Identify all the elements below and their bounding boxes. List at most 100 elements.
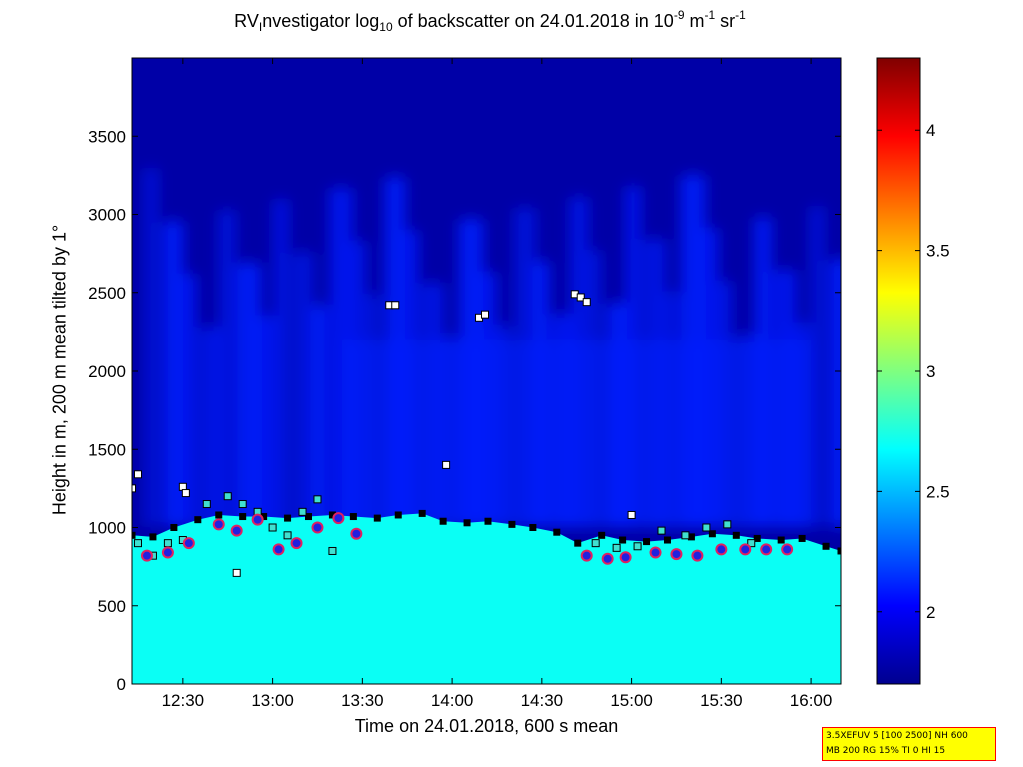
- info-line-1: 3.5XEFUV 5 [100 2500] NH 600: [826, 731, 968, 741]
- y-tick-label: 500: [98, 597, 126, 616]
- cloud-base-marker: [268, 523, 277, 532]
- plume-column: [810, 205, 824, 528]
- cloud-base-marker: [328, 546, 337, 555]
- boundary-layer-marker: [508, 520, 516, 528]
- upper-layer-marker: [181, 489, 190, 498]
- boundary-layer-marker: [643, 538, 651, 546]
- upper-layer-marker: [442, 460, 451, 469]
- colorbar-tick-label: 3.5: [926, 242, 950, 261]
- boundary-layer-marker: [798, 534, 806, 542]
- lower-layer-marker: [290, 537, 303, 550]
- cloud-base-marker: [202, 500, 211, 509]
- upper-layer-marker: [132, 484, 136, 493]
- lower-layer-marker: [140, 549, 153, 562]
- upper-layer-marker: [576, 293, 585, 302]
- lower-layer-marker: [580, 549, 593, 562]
- cloud-base-marker: [591, 539, 600, 548]
- y-axis: 0 500 1000 1500 2000 2500 3000 3500: [88, 127, 841, 694]
- x-tick-label: 15:30: [700, 691, 743, 710]
- plume-column: [292, 251, 314, 528]
- lower-layer-marker: [781, 543, 794, 556]
- x-tick-label: 14:30: [521, 691, 564, 710]
- upper-layer-marker: [391, 301, 400, 310]
- lower-layer-marker: [739, 543, 752, 556]
- cloud-base-marker: [313, 495, 322, 504]
- y-tick-label: 2500: [88, 284, 126, 303]
- boundary-layer-marker: [777, 536, 785, 544]
- cloud-base-marker: [612, 543, 621, 552]
- boundary-layer-marker: [598, 531, 606, 539]
- x-axis: 12:30 13:00 13:30 14:00 14:30 15:00 15:30 16:00: [162, 58, 833, 710]
- colorbar-ticks: 2 2.5 3 3.5 4: [877, 121, 950, 622]
- x-tick-label: 13:30: [341, 691, 384, 710]
- boundary-layer-marker: [663, 536, 671, 544]
- plume-column: [162, 220, 184, 528]
- x-tick-label: 15:00: [610, 691, 653, 710]
- boundary-layer-marker: [284, 514, 292, 522]
- cloud-base-marker: [238, 500, 247, 509]
- cloud-base-marker: [298, 507, 307, 516]
- boundary-layer-marker: [132, 531, 136, 539]
- lower-layer-marker: [332, 512, 345, 525]
- boundary-layer-marker: [553, 528, 561, 536]
- info-line-2: MB 200 RG 15% TI 0 HI 15: [826, 746, 946, 756]
- x-tick-label: 13:00: [251, 691, 294, 710]
- upper-layer-marker: [582, 298, 591, 307]
- plume-column: [181, 273, 197, 528]
- boundary-layer-marker: [822, 542, 830, 550]
- x-tick-label: 12:30: [162, 691, 205, 710]
- y-tick-label: 2000: [88, 362, 126, 381]
- y-tick-label: 0: [117, 675, 126, 694]
- near-surface-layer: [132, 513, 841, 684]
- plume-column: [310, 304, 328, 528]
- colorbar-tick-label: 4: [926, 121, 935, 140]
- lower-layer-marker: [272, 543, 285, 556]
- cloud-base-marker: [633, 542, 642, 551]
- cloud-base-marker: [723, 520, 732, 529]
- boundary-layer-marker: [170, 524, 178, 531]
- y-tick-label: 3000: [88, 206, 126, 225]
- boundary-layer-marker: [149, 533, 157, 541]
- cloud-base-marker: [133, 539, 142, 548]
- cloud-base-marker: [702, 523, 711, 532]
- upper-layer-marker: [232, 568, 241, 577]
- boundary-layer-marker: [349, 513, 357, 521]
- cloud-base-marker: [163, 539, 172, 548]
- cloud-base-marker: [657, 526, 666, 535]
- plume-column: [828, 258, 841, 528]
- boundary-layer-marker: [394, 511, 402, 519]
- boundary-layer-marker: [484, 517, 492, 525]
- lower-layer-marker: [760, 543, 773, 556]
- boundary-layer-marker: [305, 513, 313, 521]
- cloud-base-marker: [223, 492, 232, 501]
- plume-column: [218, 209, 236, 528]
- upper-layer-marker: [133, 470, 142, 479]
- boundary-layer-marker: [529, 524, 537, 531]
- colorbar: 2 2.5 3 3.5 4: [876, 57, 950, 685]
- lower-layer-marker: [350, 527, 363, 540]
- colorbar-tick-label: 2.5: [926, 482, 950, 501]
- markers: [132, 290, 841, 577]
- boundary-layer-marker: [418, 509, 426, 517]
- plume-column: [273, 198, 289, 528]
- boundary-layer-marker: [753, 534, 761, 542]
- boundary-layer-marker: [194, 516, 202, 524]
- aerosol-plumes: [144, 167, 841, 528]
- boundary-layer-marker: [619, 536, 627, 544]
- y-tick-label: 3500: [88, 127, 126, 146]
- x-tick-label: 16:00: [790, 691, 833, 710]
- lower-layer-marker: [311, 521, 324, 534]
- boundary-layer-marker: [837, 547, 841, 555]
- lower-layer-marker: [670, 548, 683, 561]
- colorbar-tick-label: 2: [926, 603, 935, 622]
- x-axis-label: Time on 24.01.2018, 600 s mean: [354, 716, 619, 736]
- lower-layer-marker: [230, 524, 243, 537]
- cloud-base-marker: [681, 531, 690, 540]
- lower-layer-marker: [691, 549, 704, 562]
- boundary-layer-marker: [687, 533, 695, 541]
- settings-info-box: 3.5XEFUV 5 [100 2500] NH 600 MB 200 RG 1…: [822, 727, 996, 761]
- plume-column: [144, 167, 158, 528]
- chart-title: RVInvestigator log10 of backscatter on 2…: [234, 8, 746, 34]
- plume-column: [199, 326, 223, 528]
